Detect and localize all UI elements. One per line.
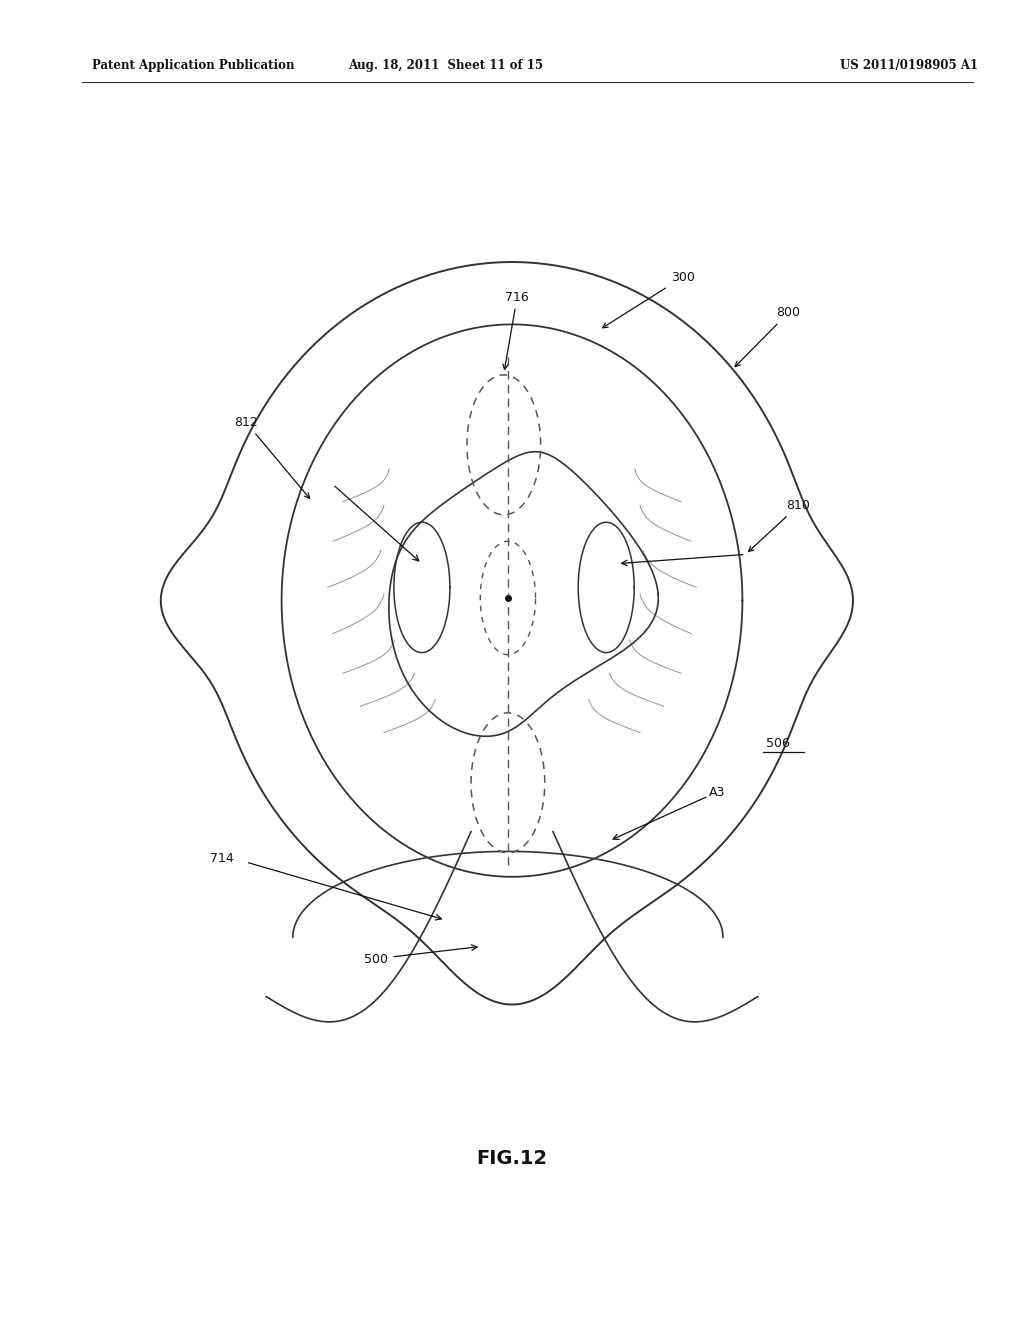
- Text: 506: 506: [766, 737, 790, 750]
- Text: US 2011/0198905 A1: US 2011/0198905 A1: [840, 59, 978, 73]
- Text: Aug. 18, 2011  Sheet 11 of 15: Aug. 18, 2011 Sheet 11 of 15: [348, 59, 543, 73]
- Text: FIG.12: FIG.12: [476, 1150, 548, 1168]
- Text: 500: 500: [364, 953, 387, 966]
- Text: 800: 800: [735, 306, 800, 367]
- Text: A3: A3: [709, 785, 725, 799]
- Text: 810: 810: [749, 499, 810, 552]
- Text: 714: 714: [210, 851, 233, 865]
- Text: 812: 812: [234, 416, 309, 499]
- Text: Patent Application Publication: Patent Application Publication: [92, 59, 295, 73]
- Text: 716: 716: [503, 290, 529, 370]
- Text: 300: 300: [602, 271, 694, 327]
